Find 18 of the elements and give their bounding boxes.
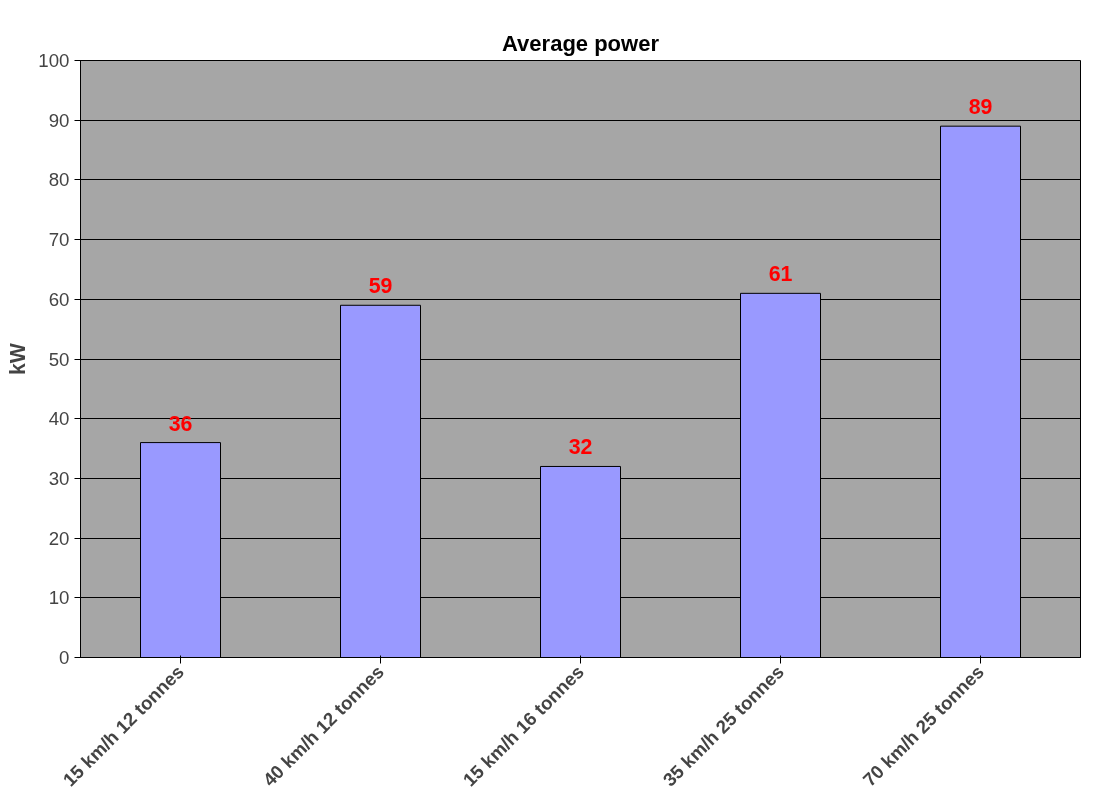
y-tick-label: 10 [48, 587, 70, 609]
data-label: 59 [368, 274, 393, 299]
data-label: 61 [768, 262, 793, 287]
y-tick-label: 20 [48, 527, 70, 549]
y-tick-label: 90 [48, 109, 70, 131]
y-tick-label: 0 [59, 647, 70, 668]
data-label: 36 [168, 411, 193, 436]
y-tick-label: 100 [38, 50, 70, 71]
y-tick-label: 70 [48, 229, 70, 251]
y-tick-label: 60 [48, 288, 70, 310]
data-label: 89 [968, 95, 993, 120]
chart-title: Average power [502, 30, 660, 56]
y-tick-label: 50 [48, 348, 70, 370]
y-axis-title: kW [6, 342, 31, 375]
y-tick-label: 80 [48, 169, 70, 191]
data-label: 32 [568, 435, 593, 460]
y-tick-label: 30 [48, 467, 70, 489]
y-tick-label: 40 [48, 408, 70, 430]
